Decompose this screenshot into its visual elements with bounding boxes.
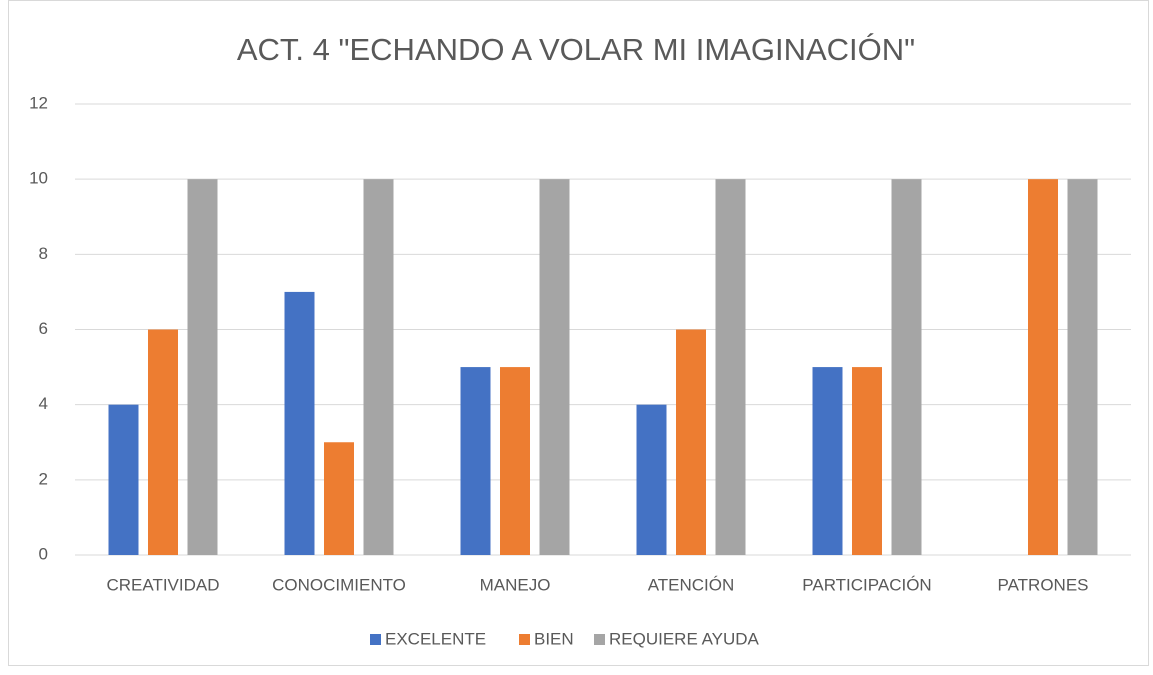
- bar: [1067, 179, 1098, 555]
- y-tick-label: 6: [39, 319, 48, 338]
- bar: [539, 179, 570, 555]
- chart-title: ACT. 4 "ECHANDO A VOLAR MI IMAGINACIÓN": [237, 32, 915, 67]
- legend-label: BIEN: [534, 629, 574, 648]
- legend-swatch: [370, 634, 381, 645]
- x-tick-label: PARTICIPACIÓN: [802, 575, 931, 594]
- x-tick-label: PATRONES: [998, 575, 1089, 594]
- y-tick-label: 2: [39, 469, 48, 488]
- x-tick-label: CONOCIMIENTO: [272, 575, 406, 594]
- bar: [500, 367, 530, 555]
- y-tick-label: 0: [39, 544, 48, 563]
- y-tick-label: 10: [29, 169, 48, 188]
- bar: [148, 329, 178, 555]
- bar: [108, 404, 139, 555]
- x-tick-label: CREATIVIDAD: [106, 575, 219, 594]
- bar: [891, 179, 922, 555]
- y-tick-label: 12: [29, 93, 48, 112]
- legend-label: REQUIERE AYUDA: [609, 629, 760, 648]
- legend-swatch: [594, 634, 605, 645]
- bar: [676, 329, 706, 555]
- bar: [460, 367, 491, 555]
- bar: [363, 179, 394, 555]
- bar: [324, 442, 354, 555]
- legend-swatch: [519, 634, 530, 645]
- bar: [636, 404, 667, 555]
- bar: [715, 179, 746, 555]
- y-tick-label: 4: [39, 394, 48, 413]
- bar: [812, 367, 843, 555]
- x-tick-label: MANEJO: [480, 575, 551, 594]
- chart-border: [8, 0, 1149, 666]
- bar: [852, 367, 882, 555]
- bar: [1028, 179, 1058, 555]
- legend-label: EXCELENTE: [385, 629, 486, 648]
- bar: [284, 291, 315, 555]
- x-tick-label: ATENCIÓN: [648, 575, 735, 594]
- bar: [187, 179, 218, 555]
- y-tick-label: 8: [39, 244, 48, 263]
